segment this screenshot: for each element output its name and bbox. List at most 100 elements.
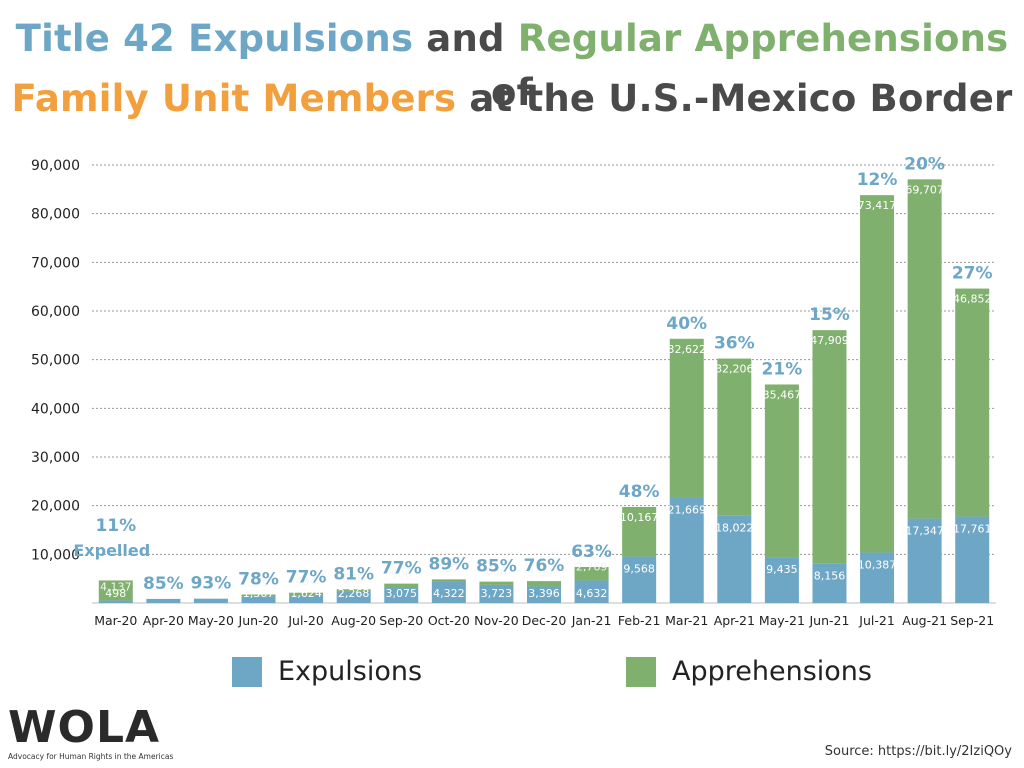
bar-expulsions: [669, 497, 704, 603]
bar-apprehensions: [955, 288, 990, 517]
data-label-apprehensions: 69,707: [905, 183, 944, 196]
data-label-expulsions: 18,022: [715, 521, 754, 534]
bar-expulsions: [955, 516, 990, 603]
logo-wordmark: WOLA: [8, 702, 161, 753]
data-label-expulsions: 4,322: [433, 587, 465, 600]
percent-label: 77%: [286, 568, 327, 588]
percent-label: 40%: [666, 314, 707, 334]
expelled-annotation: Expelled: [73, 541, 150, 560]
bar-apprehensions: [479, 581, 514, 585]
legend-apprehensions: Apprehensions: [626, 656, 872, 687]
data-label-apprehensions: 73,417: [858, 199, 897, 212]
bar-expulsions: [431, 581, 466, 603]
title-and: and: [413, 17, 518, 60]
bar-expulsions: [289, 595, 324, 603]
legend-apprehensions-swatch: [626, 656, 656, 687]
y-tick-label: 20,000: [31, 499, 80, 515]
data-label-apprehensions: 32,622: [667, 343, 706, 356]
data-label-expulsions: 1,624: [290, 587, 322, 600]
x-tick-label: Jul-20: [287, 613, 324, 628]
bar-apprehensions: [384, 583, 419, 589]
title-border: at the U.S.-Mexico Border: [456, 77, 1013, 120]
bar-apprehensions: [622, 506, 657, 557]
bar-expulsions: [812, 563, 847, 603]
bar-expulsions: [907, 518, 942, 603]
x-tick-label: Apr-20: [143, 613, 184, 628]
percent-label: 12%: [857, 170, 898, 190]
title-expulsions: Title 42 Expulsions: [15, 17, 414, 60]
bar-apprehensions: [431, 579, 466, 582]
bar-apprehensions: [241, 594, 276, 597]
x-tick-label: Aug-21: [902, 613, 947, 628]
bar-apprehensions: [289, 592, 324, 596]
y-tick-label: 70,000: [31, 255, 80, 271]
data-label-expulsions: 844: [153, 587, 174, 600]
percent-label: 77%: [381, 559, 422, 579]
x-tick-label: Nov-20: [474, 613, 519, 628]
data-label-expulsions: 3,723: [481, 587, 513, 600]
data-label-expulsions: 4,632: [576, 587, 608, 600]
data-label-apprehensions: 494: [296, 575, 317, 588]
bar-expulsions: [146, 598, 181, 603]
x-tick-label: May-21: [759, 613, 805, 628]
x-tick-label: Dec-20: [522, 613, 567, 628]
percent-label: 85%: [476, 557, 517, 577]
bar-apprehensions: [812, 330, 847, 564]
percent-label: 76%: [524, 556, 565, 576]
legend-apprehensions-label: Apprehensions: [672, 656, 872, 687]
data-label-expulsions: 17,761: [953, 523, 992, 536]
data-label-apprehensions: 46,852: [953, 293, 992, 306]
title-apprehensions: Regular Apprehensions: [517, 17, 1009, 60]
chart-title-line-1: Title 42 Expulsions and Regular Apprehen…: [0, 12, 1024, 120]
data-label-expulsions: 3,075: [386, 587, 418, 600]
x-tick-label: May-20: [188, 613, 234, 628]
percent-label: 89%: [428, 554, 469, 574]
data-label-apprehensions: 10,167: [620, 511, 659, 524]
data-label-apprehensions: 906: [391, 568, 412, 581]
data-label-expulsions: 10,387: [858, 558, 897, 571]
data-label-apprehensions: 32,206: [715, 363, 754, 376]
bar-apprehensions: [527, 581, 561, 587]
title-family-unit: Family Unit Members: [11, 77, 457, 120]
data-label-expulsions: 8,156: [814, 569, 846, 582]
data-label-apprehensions: 4,137: [100, 581, 132, 594]
bar-apprehensions: [907, 179, 942, 519]
data-label-apprehensions: 1,097: [528, 566, 560, 579]
bar-expulsions: [764, 557, 799, 603]
data-label-expulsions: 498: [105, 587, 126, 600]
bar-apprehensions: [860, 195, 895, 553]
percent-label: 85%: [143, 574, 184, 594]
y-tick-label: 30,000: [31, 450, 80, 466]
x-tick-label: Feb-21: [618, 613, 661, 628]
y-tick-label: 80,000: [31, 207, 80, 223]
source-note: Source: https://bit.ly/2IziQOy: [824, 744, 1012, 759]
data-label-expulsions: 891: [200, 587, 221, 600]
bar-expulsions: [860, 552, 895, 603]
percent-label: 20%: [904, 154, 945, 174]
data-label-expulsions: 9,435: [766, 563, 798, 576]
logo-subtitle: Advocacy for Human Rights in the America…: [8, 752, 174, 761]
legend-expulsions-swatch: [232, 656, 262, 687]
data-label-apprehensions: 548: [343, 572, 364, 585]
data-label-apprehensions: 2,769: [576, 560, 608, 573]
data-label-expulsions: 17,347: [905, 525, 944, 538]
data-label-expulsions: 1,367: [243, 587, 275, 600]
data-label-apprehensions: 668: [486, 565, 507, 578]
percent-label: 11%: [95, 516, 136, 536]
legend-expulsions-label: Expulsions: [278, 656, 423, 687]
stacked-bar-chart: 10,000 20,000 30,000 40,000 50,000 60,000 70,0…: [31, 154, 996, 628]
y-tick-label: 60,000: [31, 304, 80, 320]
title-of: of: [491, 71, 533, 114]
x-tick-label: Mar-21: [665, 613, 708, 628]
x-tick-label: Aug-20: [331, 613, 376, 628]
x-tick-label: Sep-21: [950, 613, 994, 628]
chart-title-line-2: Family Unit Members at the U.S.-Mexico B…: [0, 72, 1024, 126]
percent-label: 93%: [191, 574, 232, 594]
data-label-apprehensions: 379: [248, 576, 269, 589]
bar-expulsions: [574, 580, 609, 603]
percent-label: 15%: [809, 305, 850, 325]
data-label-expulsions: 3,396: [528, 587, 560, 600]
y-tick-label: 50,000: [31, 353, 80, 369]
bar-apprehensions: [764, 384, 799, 558]
percent-label: 81%: [333, 564, 374, 584]
